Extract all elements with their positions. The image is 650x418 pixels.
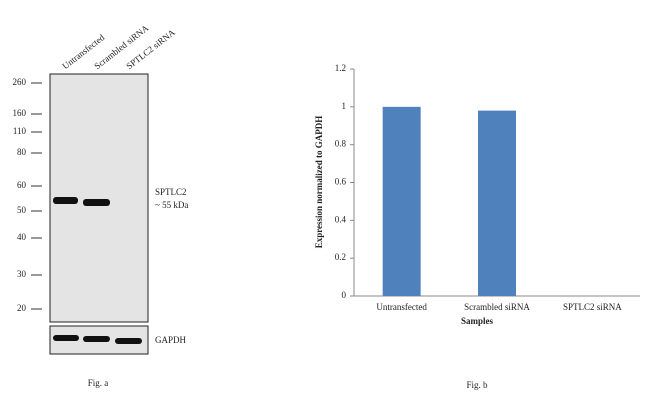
lane-label: Scrambled siRNA — [92, 23, 150, 72]
x-tick-label: Untransfected — [376, 302, 427, 312]
marker-label: 80 — [17, 147, 27, 157]
band — [83, 199, 110, 206]
y-tick-label: 0.4 — [335, 214, 347, 224]
x-tick-label: SPTLC2 siRNA — [563, 302, 622, 312]
bar — [478, 110, 516, 296]
marker-label: 50 — [17, 205, 27, 215]
marker-label: 30 — [17, 269, 27, 279]
y-tick-label: 0.8 — [335, 139, 347, 149]
marker-label: 60 — [17, 180, 27, 190]
marker-label: 20 — [17, 303, 27, 313]
band — [53, 335, 79, 341]
target-label: SPTLC2 — [155, 187, 187, 197]
caption: Fig. b — [466, 380, 488, 390]
marker-label: 40 — [17, 232, 27, 242]
y-axis-label: Expression normalized to GAPDH — [314, 116, 324, 249]
marker-label: 160 — [13, 108, 27, 118]
target-size: ~ 55 kDa — [155, 200, 188, 210]
band — [53, 197, 78, 204]
marker-label: 260 — [13, 77, 27, 87]
loading-control-label: GAPDH — [155, 335, 187, 345]
y-tick-label: 1 — [342, 101, 347, 111]
caption: Fig. a — [88, 378, 109, 388]
band — [83, 336, 110, 342]
y-tick-label: 0.6 — [335, 177, 347, 187]
y-tick-label: 0 — [342, 290, 347, 300]
x-axis-label: Samples — [461, 316, 494, 326]
band — [115, 338, 142, 344]
marker-label: 110 — [13, 126, 27, 136]
y-tick-label: 0.2 — [335, 252, 346, 262]
x-tick-label: Scrambled siRNA — [464, 302, 530, 312]
y-tick-label: 1.2 — [335, 63, 346, 73]
bar — [382, 106, 421, 296]
